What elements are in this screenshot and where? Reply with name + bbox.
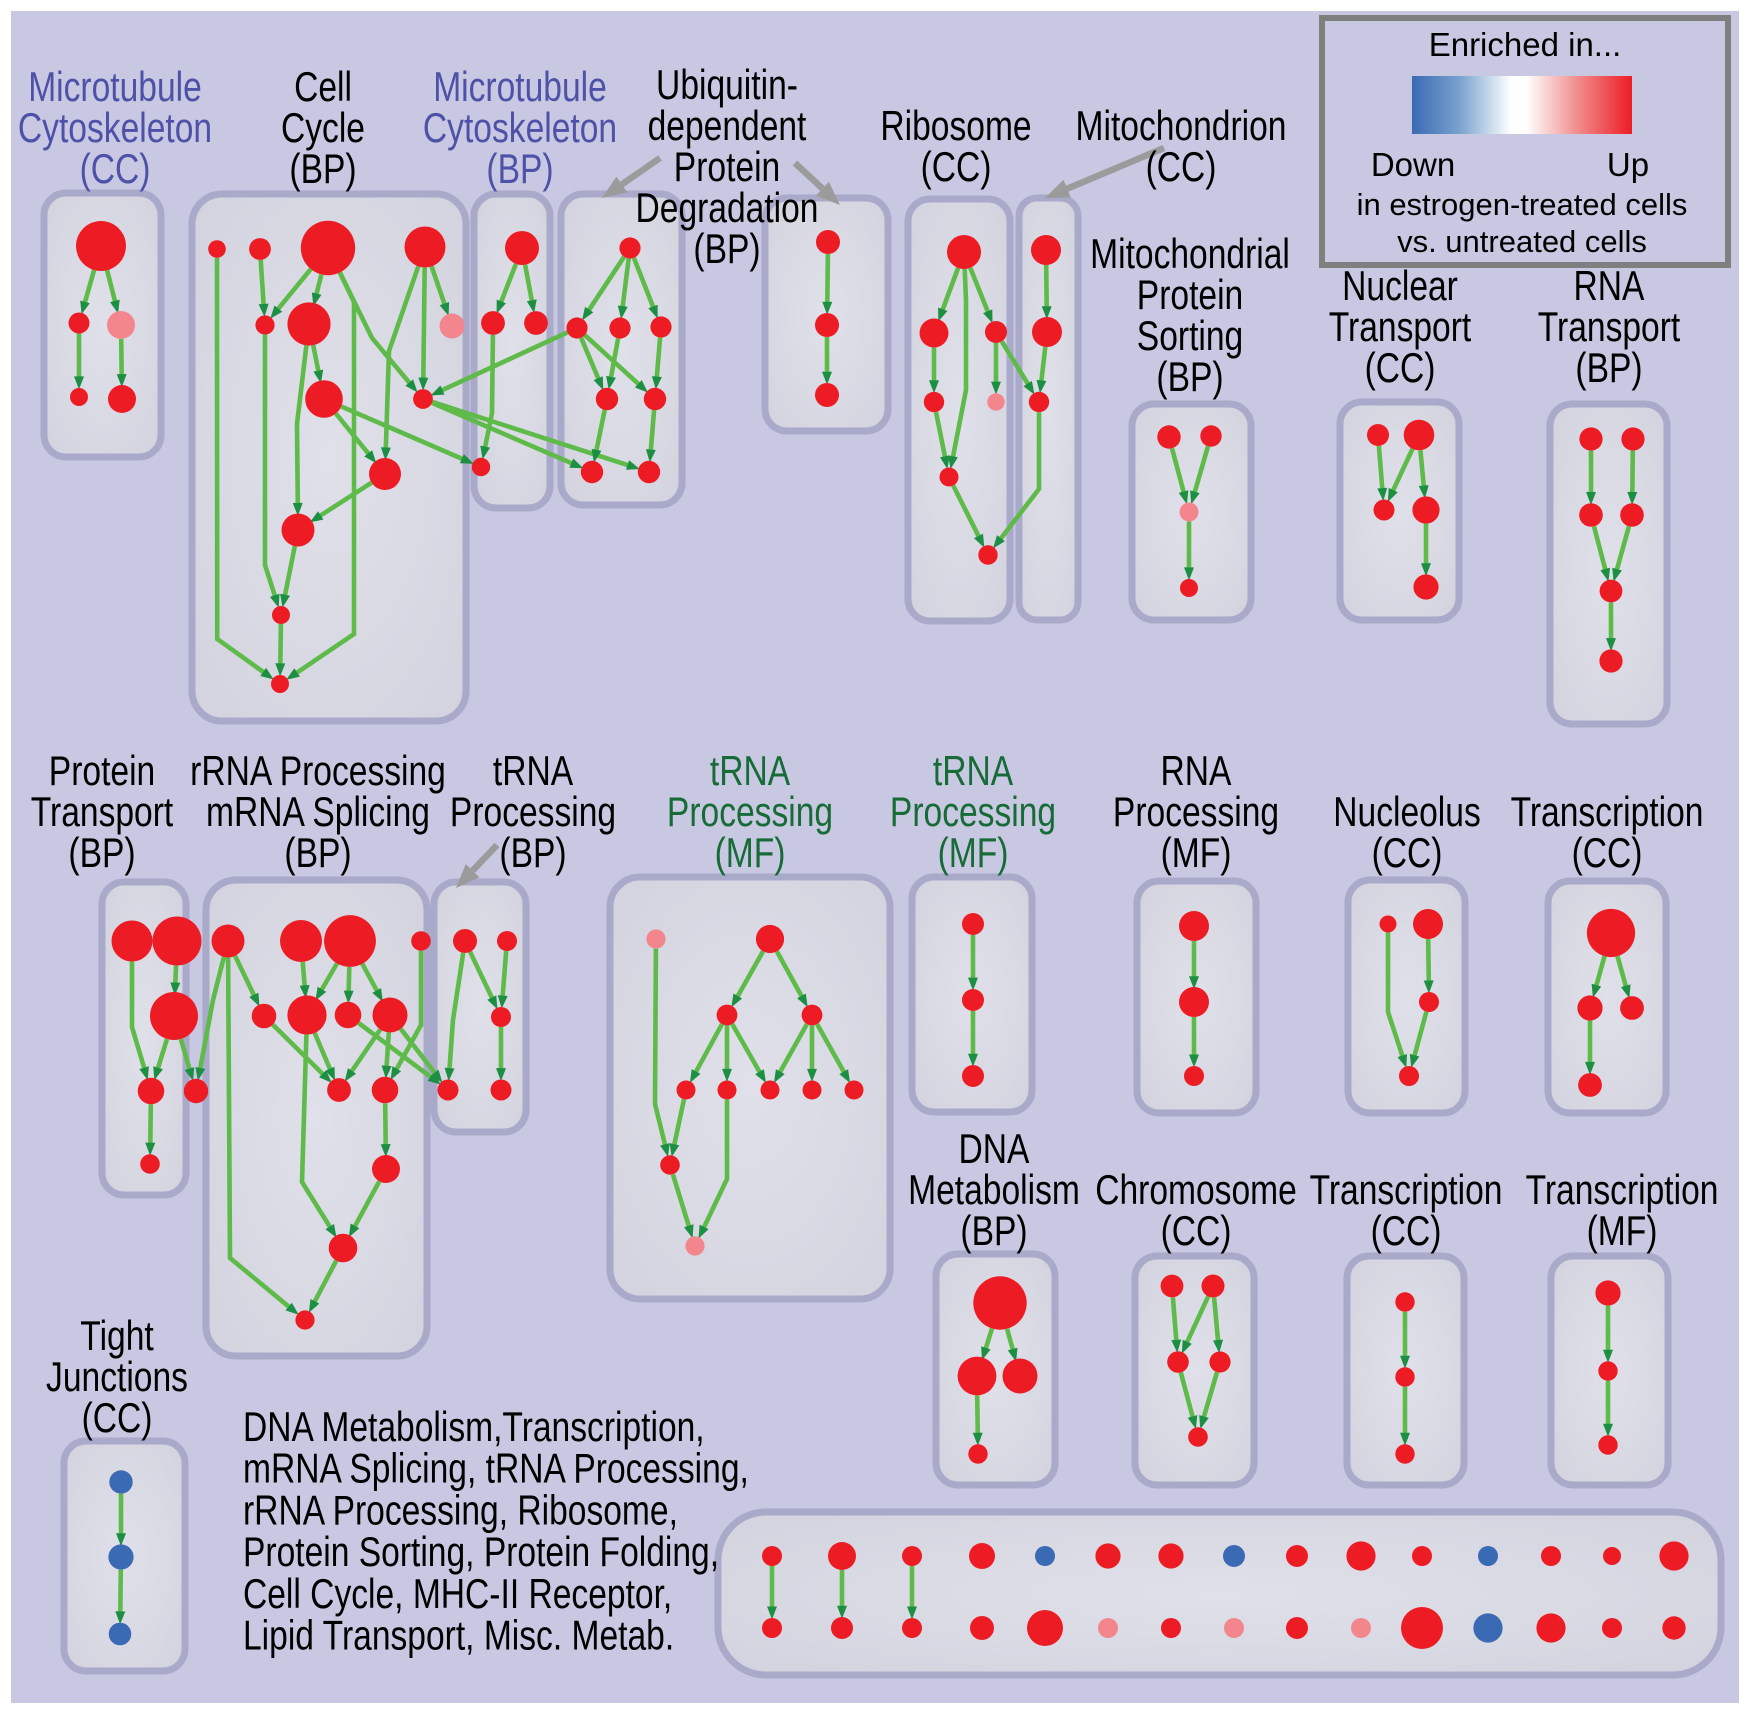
svg-text:dependent: dependent (648, 104, 807, 150)
svg-text:(CC): (CC) (1371, 1209, 1442, 1255)
svg-text:Protein: Protein (49, 749, 155, 795)
svg-text:Transcription: Transcription (1526, 1168, 1719, 1214)
svg-text:Nucleolus: Nucleolus (1333, 790, 1480, 836)
svg-text:Lipid Transport, Misc. Metab.: Lipid Transport, Misc. Metab. (243, 1613, 674, 1659)
svg-text:Transcription: Transcription (1511, 790, 1704, 836)
svg-text:RNA: RNA (1574, 264, 1645, 310)
svg-text:vs. untreated cells: vs. untreated cells (1397, 224, 1647, 259)
svg-text:Tight: Tight (80, 1314, 154, 1360)
svg-text:tRNA: tRNA (933, 749, 1014, 795)
svg-text:Up: Up (1607, 146, 1649, 183)
svg-text:Microtubule: Microtubule (433, 65, 607, 111)
svg-text:DNA: DNA (959, 1127, 1030, 1173)
svg-text:(CC): (CC) (80, 147, 151, 193)
svg-text:Enriched in...: Enriched in... (1429, 26, 1622, 63)
svg-text:Transport: Transport (1329, 305, 1472, 351)
svg-text:(BP): (BP) (284, 831, 351, 877)
svg-text:(CC): (CC) (1161, 1209, 1232, 1255)
svg-text:Protein: Protein (674, 145, 780, 191)
svg-text:RNA: RNA (1161, 749, 1232, 795)
svg-text:(BP): (BP) (1156, 355, 1223, 401)
svg-text:(BP): (BP) (486, 147, 553, 193)
svg-text:Transport: Transport (1538, 305, 1681, 351)
svg-text:in estrogen-treated cells: in estrogen-treated cells (1357, 187, 1688, 222)
svg-text:rRNA Processing: rRNA Processing (190, 749, 446, 795)
svg-text:(CC): (CC) (1572, 831, 1643, 877)
svg-text:(CC): (CC) (1365, 346, 1436, 392)
svg-text:Junctions: Junctions (46, 1355, 188, 1401)
svg-text:(MF): (MF) (1587, 1209, 1658, 1255)
svg-text:Cycle: Cycle (281, 106, 365, 152)
svg-text:tRNA: tRNA (710, 749, 791, 795)
svg-text:mRNA Splicing, tRNA Processing: mRNA Splicing, tRNA Processing, (243, 1446, 749, 1492)
svg-text:(CC): (CC) (1372, 831, 1443, 877)
svg-text:Cytoskeleton: Cytoskeleton (423, 106, 617, 152)
svg-text:Microtubule: Microtubule (28, 65, 202, 111)
svg-text:mRNA Splicing: mRNA Splicing (206, 790, 430, 836)
svg-text:Protein Sorting, Protein Foldi: Protein Sorting, Protein Folding, (243, 1530, 719, 1576)
svg-text:Degradation: Degradation (636, 186, 819, 232)
svg-text:(BP): (BP) (499, 831, 566, 877)
svg-text:Cytoskeleton: Cytoskeleton (18, 106, 212, 152)
svg-text:Processing: Processing (1113, 790, 1279, 836)
svg-text:(BP): (BP) (68, 831, 135, 877)
svg-text:(MF): (MF) (715, 831, 786, 877)
svg-text:Mitochondrion: Mitochondrion (1076, 104, 1287, 150)
svg-text:Down: Down (1371, 146, 1455, 183)
svg-text:Processing: Processing (667, 790, 833, 836)
svg-text:Sorting: Sorting (1137, 314, 1243, 360)
svg-text:(CC): (CC) (1146, 145, 1217, 191)
svg-text:Mitochondrial: Mitochondrial (1090, 232, 1290, 278)
svg-text:tRNA: tRNA (493, 749, 574, 795)
svg-text:(BP): (BP) (960, 1209, 1027, 1255)
svg-text:Transcription: Transcription (1310, 1168, 1503, 1214)
svg-text:rRNA Processing, Ribosome,: rRNA Processing, Ribosome, (243, 1488, 678, 1534)
svg-text:(MF): (MF) (1161, 831, 1232, 877)
svg-text:(BP): (BP) (1575, 346, 1642, 392)
svg-text:Protein: Protein (1137, 273, 1243, 319)
svg-text:Ubiquitin-: Ubiquitin- (656, 63, 798, 109)
svg-text:(BP): (BP) (693, 227, 760, 273)
svg-text:Cell Cycle, MHC-II Receptor,: Cell Cycle, MHC-II Receptor, (243, 1571, 672, 1617)
svg-text:(MF): (MF) (938, 831, 1009, 877)
svg-text:DNA Metabolism,Transcription,: DNA Metabolism,Transcription, (243, 1405, 705, 1451)
svg-text:Transport: Transport (31, 790, 174, 836)
svg-text:Processing: Processing (890, 790, 1056, 836)
svg-text:Cell: Cell (294, 65, 352, 111)
svg-text:Ribosome: Ribosome (880, 104, 1031, 150)
svg-text:(BP): (BP) (289, 147, 356, 193)
svg-text:Processing: Processing (450, 790, 616, 836)
svg-text:Metabolism: Metabolism (908, 1168, 1080, 1214)
svg-text:Nuclear: Nuclear (1342, 264, 1458, 310)
svg-text:(CC): (CC) (82, 1396, 153, 1442)
svg-text:Chromosome: Chromosome (1095, 1168, 1297, 1214)
svg-text:(CC): (CC) (921, 145, 992, 191)
